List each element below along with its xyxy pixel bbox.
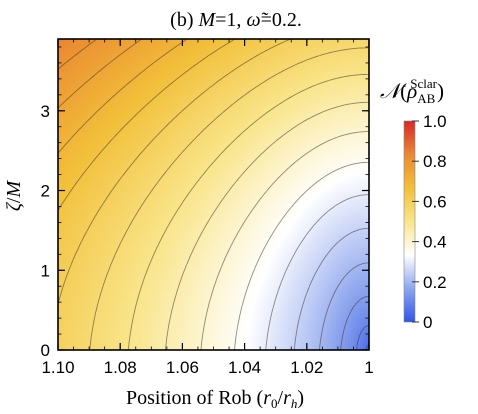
y-axis-label: ζ/M <box>3 180 25 212</box>
contour-line-9 <box>164 101 369 350</box>
y-tick-label: 1 <box>41 261 50 280</box>
colorbar-tick-label: 0.2 <box>423 273 447 292</box>
colorbar-tick-label: 1.0 <box>423 112 447 131</box>
contour-line-2 <box>356 324 369 350</box>
contour-line-5 <box>293 227 369 350</box>
contour-line-16 <box>58 39 98 70</box>
x-tick-label: 1 <box>364 358 373 377</box>
density-field <box>58 39 369 350</box>
colorbar-tick-label: 0.6 <box>423 192 447 211</box>
x-tick-label: 1.08 <box>104 358 137 377</box>
colorbar <box>403 120 416 323</box>
contour-line-11 <box>89 47 369 350</box>
x-tick-label: 1.06 <box>166 358 199 377</box>
x-tick-label: 1.10 <box>41 358 74 377</box>
contour-line-6 <box>265 194 369 350</box>
contour-line-10 <box>127 73 369 350</box>
contour-lines <box>58 39 369 350</box>
y-tick-label: 2 <box>41 182 50 201</box>
contour-line-8 <box>200 131 369 350</box>
colorbar-tick-label: 0.4 <box>423 233 447 252</box>
y-axis-ticks: 0 1 2 3 <box>41 46 369 360</box>
chart-title: (b) M=1, ω̃=0.2. <box>170 9 302 31</box>
colorbar-label: 𝒩(ρABSclar) <box>380 76 444 106</box>
y-tick-label: 3 <box>41 102 50 121</box>
colorbar-tick-label: 0 <box>423 313 432 332</box>
contour-line-3 <box>340 295 369 350</box>
x-tick-label: 1.04 <box>228 358 261 377</box>
colorbar-ticks: 0 0.2 0.4 0.6 0.8 1.0 <box>412 112 447 332</box>
x-tick-label: 1.02 <box>290 358 323 377</box>
colorbar-tick-label: 0.8 <box>423 152 447 171</box>
y-tick-label: 0 <box>41 341 50 360</box>
x-axis-ticks: 1.10 1.08 1.06 1.04 1.02 1 <box>41 39 374 377</box>
x-axis-label: Position of Rob (r0/rh) <box>126 387 304 411</box>
contour-line-7 <box>234 161 369 350</box>
contour-line-4 <box>319 262 369 350</box>
